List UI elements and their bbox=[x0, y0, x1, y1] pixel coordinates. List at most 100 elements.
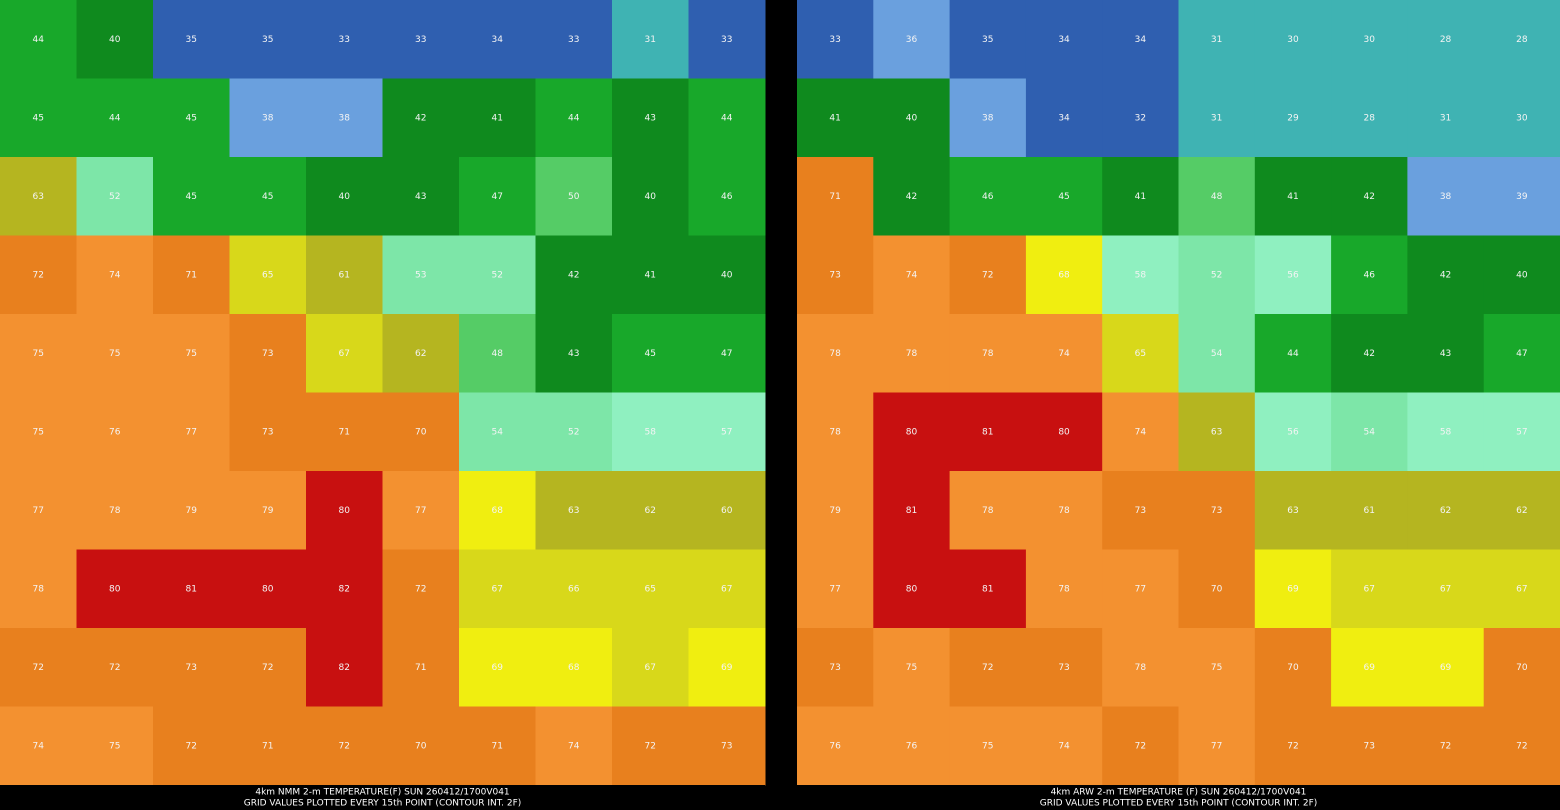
temperature-cell bbox=[1483, 157, 1560, 236]
grid-value: 40 bbox=[109, 35, 121, 45]
temperature-cell bbox=[306, 392, 383, 472]
temperature-cell bbox=[612, 157, 689, 236]
grid-value: 38 bbox=[339, 113, 351, 123]
grid-value: 35 bbox=[982, 35, 993, 45]
grid-value: 74 bbox=[906, 270, 918, 280]
temperature-cell bbox=[1407, 628, 1485, 707]
grid-value: 32 bbox=[1135, 113, 1146, 123]
temperature-cell bbox=[949, 314, 1027, 393]
temperature-cell bbox=[688, 0, 766, 79]
grid-value: 72 bbox=[33, 270, 44, 280]
temperature-cell bbox=[1483, 706, 1560, 786]
grid-value: 33 bbox=[415, 35, 426, 45]
grid-value: 33 bbox=[721, 35, 732, 45]
grid-value: 54 bbox=[1211, 349, 1223, 359]
grid-value: 31 bbox=[645, 35, 656, 45]
temperature-cell bbox=[535, 628, 613, 707]
temperature-cell bbox=[1407, 157, 1485, 236]
temperature-cell bbox=[306, 549, 383, 629]
grid-value: 58 bbox=[1440, 427, 1452, 437]
temperature-cell bbox=[153, 628, 230, 707]
grid-value: 82 bbox=[339, 663, 350, 673]
temperature-cell bbox=[229, 314, 307, 393]
temperature-cell bbox=[382, 157, 460, 236]
grid-value: 47 bbox=[721, 349, 732, 359]
temperature-cell bbox=[459, 471, 536, 550]
temperature-cell bbox=[76, 549, 154, 629]
temperature-cell bbox=[1407, 706, 1485, 786]
grid-value: 68 bbox=[568, 663, 580, 673]
temperature-cell bbox=[0, 706, 77, 786]
temperature-cell bbox=[382, 0, 460, 79]
grid-value: 67 bbox=[721, 584, 732, 594]
grid-value: 41 bbox=[1135, 192, 1146, 202]
grid-value: 58 bbox=[645, 427, 657, 437]
grid-value: 76 bbox=[109, 427, 121, 437]
temperature-cell bbox=[76, 706, 154, 786]
temperature-cell bbox=[1331, 157, 1408, 236]
grid-value: 48 bbox=[492, 349, 504, 359]
grid-value: 30 bbox=[1364, 35, 1376, 45]
grid-value: 58 bbox=[1135, 270, 1147, 280]
temperature-cell bbox=[153, 314, 230, 393]
temperature-cell bbox=[0, 0, 77, 79]
grid-value: 71 bbox=[186, 270, 197, 280]
grid-value: 33 bbox=[829, 35, 840, 45]
grid-value: 40 bbox=[906, 113, 918, 123]
temperature-cell bbox=[535, 314, 613, 393]
temperature-cell bbox=[76, 392, 154, 472]
temperature-cell bbox=[1102, 628, 1179, 707]
temperature-cell bbox=[1102, 706, 1179, 786]
grid-value: 66 bbox=[568, 584, 580, 594]
temperature-cell bbox=[1331, 314, 1408, 393]
temperature-cell bbox=[873, 314, 951, 393]
grid-value: 43 bbox=[415, 192, 426, 202]
grid-value: 65 bbox=[1135, 349, 1146, 359]
grid-value: 81 bbox=[982, 427, 993, 437]
grid-value: 75 bbox=[109, 741, 120, 751]
temperature-cell bbox=[229, 549, 307, 629]
grid-value: 45 bbox=[1058, 192, 1069, 202]
grid-value: 50 bbox=[568, 192, 580, 202]
temperature-cell bbox=[949, 235, 1027, 315]
grid-value: 75 bbox=[906, 663, 917, 673]
grid-value: 40 bbox=[339, 192, 351, 202]
temperature-cell bbox=[382, 78, 460, 158]
grid-value: 79 bbox=[186, 506, 198, 516]
temperature-cell bbox=[0, 314, 77, 393]
grid-value: 74 bbox=[1058, 349, 1070, 359]
temperature-cell bbox=[76, 314, 154, 393]
grid-value: 63 bbox=[1211, 427, 1222, 437]
temperature-cell bbox=[1025, 157, 1103, 236]
caption-bar bbox=[0, 785, 765, 810]
temperature-cell bbox=[306, 157, 383, 236]
grid-value: 29 bbox=[1287, 113, 1299, 123]
grid-value: 73 bbox=[1211, 506, 1222, 516]
temperature-cell bbox=[1025, 706, 1103, 786]
temperature-cell bbox=[535, 235, 613, 315]
temperature-cell bbox=[1102, 314, 1179, 393]
grid-value: 70 bbox=[1287, 663, 1299, 673]
temperature-cell bbox=[1331, 235, 1408, 315]
grid-value: 38 bbox=[982, 113, 994, 123]
grid-value: 75 bbox=[186, 349, 197, 359]
grid-value: 45 bbox=[186, 113, 197, 123]
temperature-cell bbox=[797, 549, 874, 629]
temperature-cell bbox=[873, 235, 951, 315]
grid-value: 40 bbox=[1516, 270, 1528, 280]
grid-value: 30 bbox=[1516, 113, 1528, 123]
temperature-cell bbox=[1102, 78, 1179, 158]
grid-value: 80 bbox=[109, 584, 121, 594]
grid-value: 77 bbox=[1135, 584, 1146, 594]
grid-value: 72 bbox=[1440, 741, 1451, 751]
grid-value: 76 bbox=[906, 741, 918, 751]
temperature-cell bbox=[535, 706, 613, 786]
temperature-cell bbox=[1254, 78, 1332, 158]
temperature-cell bbox=[1483, 314, 1560, 393]
temperature-cell bbox=[1483, 78, 1560, 158]
temperature-cell bbox=[1331, 78, 1408, 158]
temperature-cell bbox=[229, 235, 307, 315]
grid-value: 46 bbox=[982, 192, 994, 202]
temperature-cell bbox=[797, 706, 874, 786]
grid-value: 77 bbox=[33, 506, 44, 516]
